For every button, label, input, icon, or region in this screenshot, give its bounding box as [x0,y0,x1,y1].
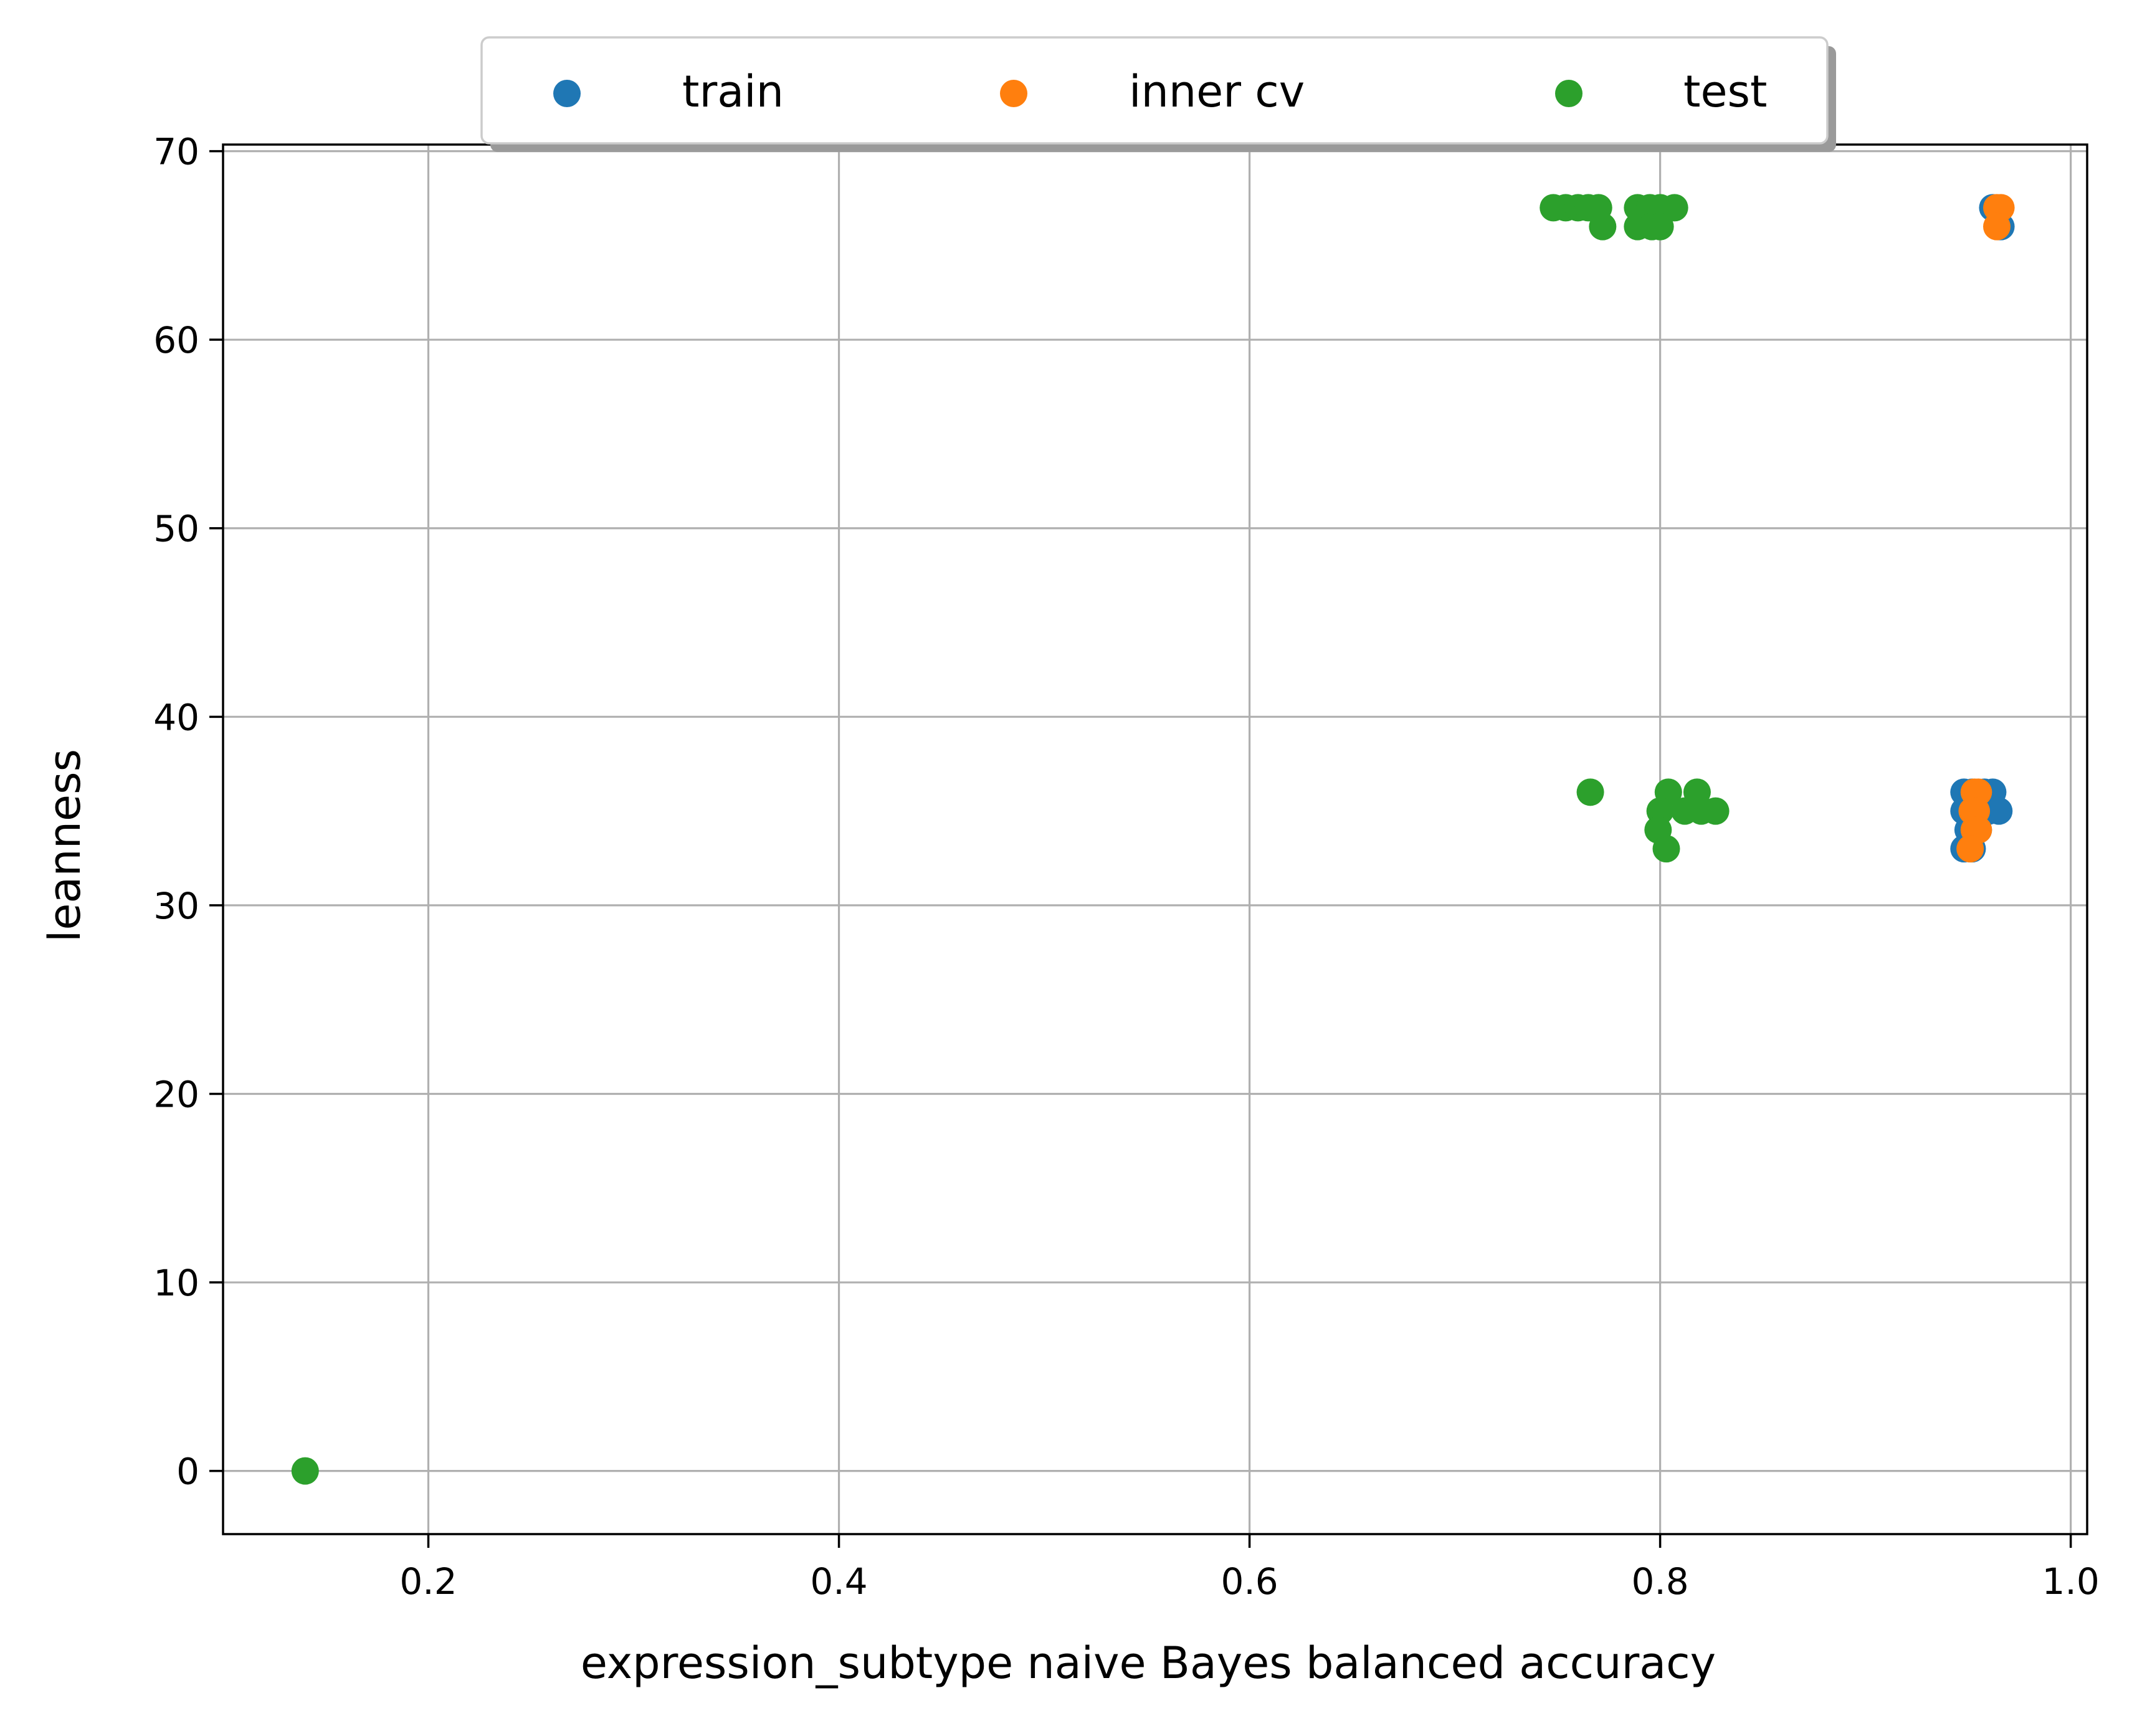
data-point [1956,835,1984,863]
data-points [291,194,2015,1485]
y-axis-label: leanness [39,749,90,942]
series-inner-cv [1956,194,2015,863]
y-tick-label: 10 [153,1262,199,1304]
y-axis: 0 10 20 30 40 50 60 70 [153,131,223,1493]
data-point [1646,212,1674,241]
legend-marker [1555,80,1583,107]
data-point [1985,797,2013,825]
legend-box [480,36,1829,145]
data-point [1702,797,1730,825]
legend-marker [553,80,581,107]
y-tick-label: 40 [153,696,199,738]
x-tick-label: 0.6 [1221,1560,1278,1603]
x-tick-label: 0.4 [810,1560,867,1603]
legend-label: inner cv [1129,66,1305,117]
y-tick-label: 20 [153,1073,199,1115]
data-point [291,1457,319,1485]
data-point [1576,778,1604,806]
x-axis: 0.2 0.4 0.6 0.8 1.0 [399,1534,2100,1603]
y-tick-label: 50 [153,508,199,550]
data-point [1660,194,1688,222]
y-tick-label: 30 [153,885,199,927]
legend-label: test [1683,66,1767,117]
series-test [291,194,1730,1485]
x-tick-label: 0.8 [1631,1560,1688,1603]
legend-marker [1000,80,1027,107]
x-axis-label: expression_subtype naive Bayes balanced … [581,1638,1716,1689]
data-point [1983,212,2011,241]
x-tick-label: 0.2 [399,1560,457,1603]
y-tick-label: 0 [176,1451,199,1493]
x-tick-label: 1.0 [2042,1560,2100,1603]
data-point [1652,835,1680,863]
data-point [1589,212,1617,241]
y-tick-label: 60 [153,319,199,361]
y-tick-label: 70 [153,131,199,173]
legend-label: train [682,66,784,117]
legend: train inner cv test [480,36,1836,152]
